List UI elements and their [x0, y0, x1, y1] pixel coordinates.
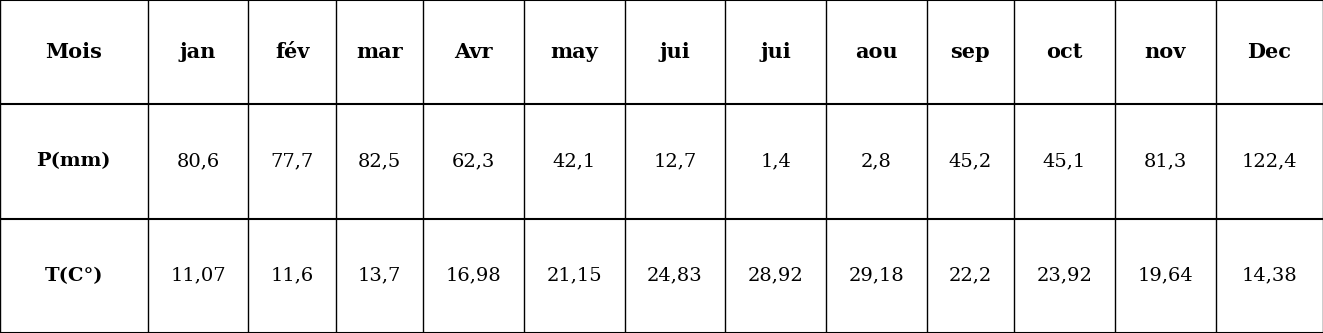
Text: Dec: Dec	[1248, 42, 1291, 62]
Text: 45,1: 45,1	[1043, 152, 1086, 170]
Text: jui: jui	[761, 42, 791, 62]
Text: 11,07: 11,07	[171, 267, 226, 285]
Text: 81,3: 81,3	[1143, 152, 1187, 170]
Text: 42,1: 42,1	[553, 152, 595, 170]
Text: 22,2: 22,2	[949, 267, 992, 285]
Text: 19,64: 19,64	[1138, 267, 1193, 285]
Text: 45,2: 45,2	[949, 152, 992, 170]
Text: 12,7: 12,7	[654, 152, 696, 170]
Text: P(mm): P(mm)	[37, 152, 111, 170]
Text: 1,4: 1,4	[761, 152, 791, 170]
Text: Avr: Avr	[454, 42, 492, 62]
Text: 29,18: 29,18	[848, 267, 905, 285]
Text: 11,6: 11,6	[270, 267, 314, 285]
Text: 28,92: 28,92	[747, 267, 803, 285]
Text: 77,7: 77,7	[270, 152, 314, 170]
Text: may: may	[550, 42, 598, 62]
Text: 82,5: 82,5	[357, 152, 401, 170]
Text: jan: jan	[180, 42, 216, 62]
Text: sep: sep	[951, 42, 990, 62]
Text: 2,8: 2,8	[861, 152, 892, 170]
Text: 80,6: 80,6	[176, 152, 220, 170]
Text: 24,83: 24,83	[647, 267, 703, 285]
Text: 14,38: 14,38	[1241, 267, 1297, 285]
Text: mar: mar	[356, 42, 402, 62]
Text: 122,4: 122,4	[1241, 152, 1297, 170]
Text: 23,92: 23,92	[1036, 267, 1093, 285]
Text: aou: aou	[855, 42, 898, 62]
Text: oct: oct	[1046, 42, 1082, 62]
Text: 13,7: 13,7	[357, 267, 401, 285]
Text: T(C°): T(C°)	[45, 267, 103, 285]
Text: nov: nov	[1144, 42, 1185, 62]
Text: 21,15: 21,15	[546, 267, 602, 285]
Text: fév: fév	[275, 42, 310, 62]
Text: 16,98: 16,98	[446, 267, 501, 285]
Text: 62,3: 62,3	[451, 152, 495, 170]
Text: Mois: Mois	[45, 42, 102, 62]
Text: jui: jui	[660, 42, 691, 62]
